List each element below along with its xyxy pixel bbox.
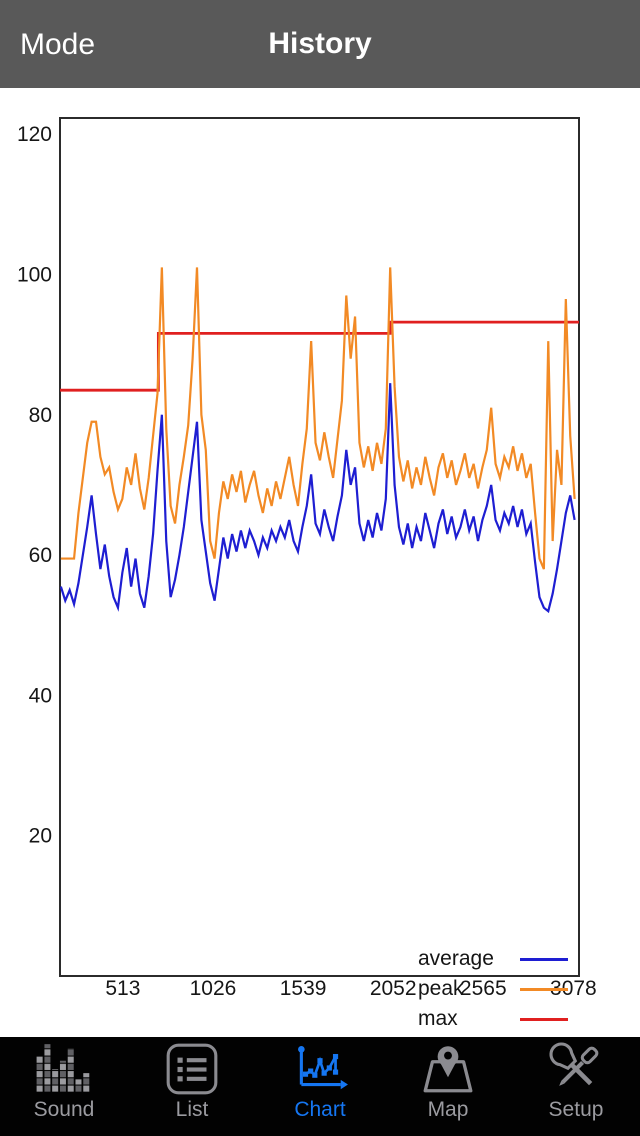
x-tick-label: 513	[105, 977, 140, 1000]
tab-label: List	[175, 1098, 209, 1121]
x-tick-label: 1026	[190, 977, 237, 1000]
list-icon	[166, 1043, 218, 1095]
tab-label: Chart	[294, 1098, 346, 1121]
tab-chart[interactable]: Chart	[256, 1037, 384, 1136]
peak-series-line	[60, 267, 576, 570]
tab-sound[interactable]: Sound	[0, 1037, 128, 1136]
legend-item: average	[418, 944, 568, 974]
legend-item: max	[418, 1004, 568, 1034]
legend-swatch-line	[520, 987, 568, 991]
tab-list[interactable]: List	[128, 1037, 256, 1136]
y-tick-label: 60	[29, 544, 52, 567]
y-tick-label: 120	[17, 123, 52, 146]
legend-label: max	[418, 1007, 458, 1030]
tab-setup[interactable]: Setup	[512, 1037, 640, 1136]
tab-map[interactable]: Map	[384, 1037, 512, 1136]
tab-label: Sound	[33, 1098, 95, 1121]
legend-item: peak	[418, 974, 568, 1004]
y-tick-label: 20	[29, 825, 52, 848]
tab-label: Map	[427, 1098, 469, 1121]
line-chart-icon	[298, 1046, 348, 1090]
tab-label: Setup	[548, 1098, 604, 1121]
legend-swatch-line	[520, 957, 568, 961]
x-tick-label: 2052	[370, 977, 417, 1000]
average-series-line	[59, 383, 576, 614]
x-tick-label: 3078	[550, 977, 597, 1000]
equalizer-icon	[36, 1044, 90, 1092]
legend-swatch-line	[520, 1017, 568, 1021]
y-tick-label: 40	[29, 684, 52, 707]
y-tick-label: 80	[29, 404, 52, 427]
y-tick-label: 100	[17, 263, 52, 286]
history-chart: 20 40 60 80 100 120 513 1026 1539 2052 2565 3078	[17, 117, 597, 1000]
legend-label: peak	[418, 977, 464, 1000]
navigation-bar: Mode History	[0, 0, 640, 88]
tab-bar: Sound List Chart	[0, 1037, 640, 1136]
mode-button[interactable]: Mode	[20, 28, 96, 61]
chart-area: 20 40 60 80 100 120 513 1026 1539 2052 2565 3078 av…	[0, 88, 640, 1037]
map-pin-icon	[423, 1046, 473, 1093]
x-tick-label: 2565	[460, 977, 507, 1000]
plot-border	[59, 117, 580, 977]
tools-icon	[549, 1042, 599, 1086]
x-tick-label: 1539	[280, 977, 327, 1000]
max-series-line	[60, 320, 579, 392]
chart-legend: average peak max	[418, 944, 568, 1034]
page-title: History	[268, 27, 372, 60]
legend-label: average	[418, 947, 494, 970]
